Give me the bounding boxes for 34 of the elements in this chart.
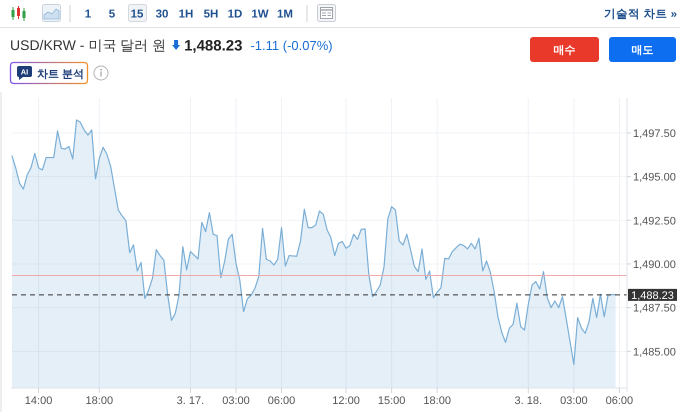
text: 기술적 차트 »: [604, 8, 677, 20]
text: 1: [84, 8, 92, 20]
x-tick-label: 03:00: [560, 395, 588, 407]
x-tick-label: 3. 18.: [514, 395, 542, 407]
ref-line-label: 1,488.23: [631, 290, 674, 302]
x-tick-label: 3. 17.: [176, 395, 204, 407]
chart-subtitle: 1,488.23: [184, 38, 242, 54]
text: 매수: [554, 44, 576, 56]
x-tick-label: 12:00: [332, 395, 360, 407]
x-tick-label: 18:00: [86, 395, 114, 407]
x-tick-label: 15:00: [378, 395, 406, 407]
x-tick-label: 14:00: [24, 395, 52, 407]
y-tick-label: 1,495.00: [633, 172, 676, 184]
y-tick-label: 1,497.50: [633, 128, 676, 140]
text: -1.11 (-0.07%): [250, 38, 333, 53]
chart-title: USD/KRW - 미국 달러 원: [10, 37, 166, 53]
x-tick-label: 03:00: [222, 395, 250, 407]
text: 15: [130, 8, 144, 20]
text: 1M: [277, 8, 293, 20]
y-tick-label: 1,492.50: [633, 215, 676, 228]
x-tick-label: 18:00: [423, 395, 451, 407]
text: 30: [156, 8, 168, 20]
text: 5: [108, 8, 116, 20]
text: 매도: [632, 44, 654, 56]
y-tick-label: 1,490.00: [633, 258, 676, 271]
x-tick-label: 06:00: [268, 395, 296, 407]
text: 5H: [204, 8, 218, 20]
y-tick-label: 1,487.50: [633, 302, 676, 315]
text: 차트 분석: [37, 68, 84, 80]
x-tick-label: 06:00: [606, 395, 634, 407]
text: 1D: [228, 8, 242, 20]
y-tick-label: 1,485.00: [633, 346, 676, 358]
text: 1W: [251, 8, 269, 20]
text: 1H: [178, 8, 194, 20]
